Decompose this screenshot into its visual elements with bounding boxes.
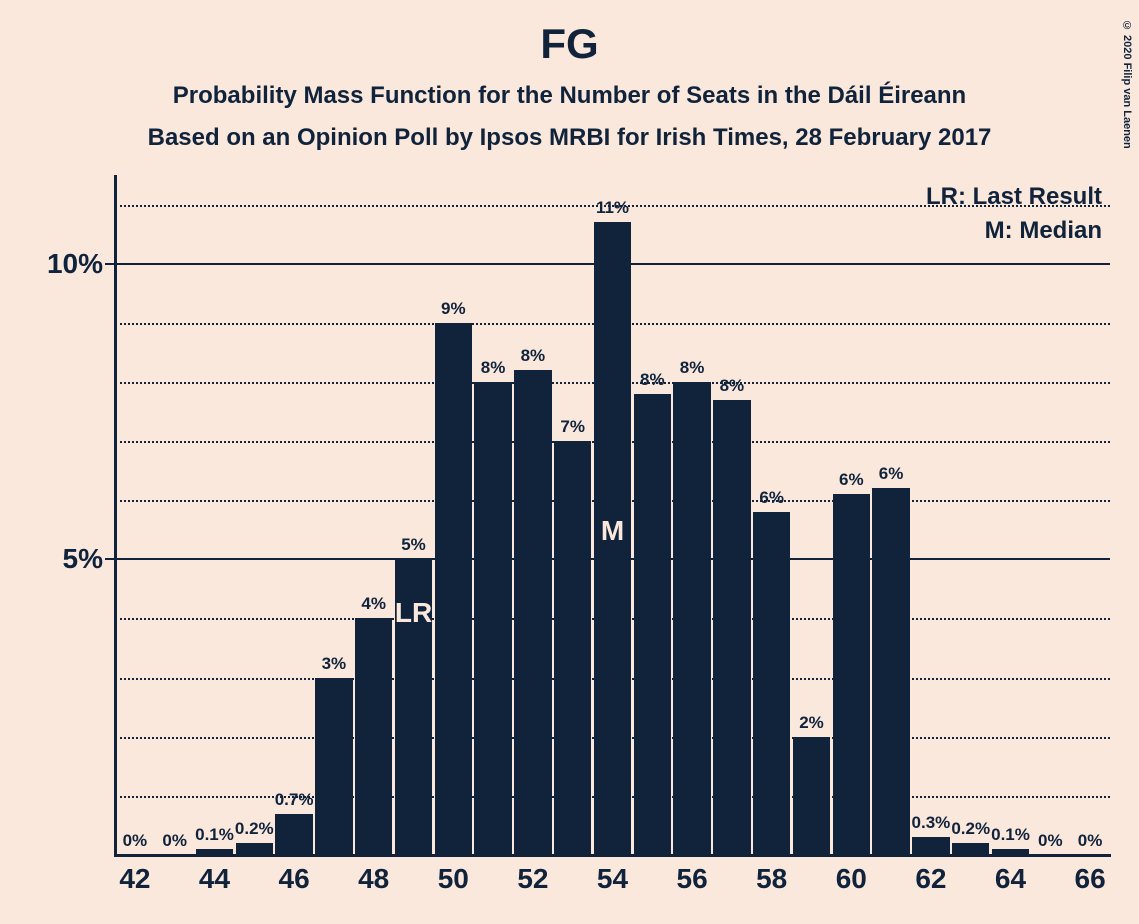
bar-value-label: 6% [759, 488, 784, 508]
bar-value-label: 0% [123, 831, 148, 851]
bar-value-label: 3% [322, 654, 347, 674]
x-axis-tick-label: 54 [597, 855, 628, 895]
bar-value-label: 0.3% [912, 813, 951, 833]
bar [753, 512, 790, 855]
bar-value-label: 2% [799, 713, 824, 733]
chart-plot-area: 5%10%0%0%0.1%0.2%0.7%3%4%5%9%8%8%7%11%8%… [115, 175, 1110, 855]
bar-value-label: 0% [1078, 831, 1103, 851]
x-axis-tick-label: 46 [279, 855, 310, 895]
bar [793, 737, 830, 855]
bar-value-label: 0.2% [951, 819, 990, 839]
x-axis-tick-label: 52 [517, 855, 548, 895]
x-axis-tick-label: 66 [1075, 855, 1106, 895]
y-axis-tick-label: 5% [63, 543, 115, 575]
chart-subtitle-1: Probability Mass Function for the Number… [0, 68, 1139, 110]
bar-value-label: 9% [441, 299, 466, 319]
bar-value-label: 8% [680, 358, 705, 378]
bar-value-label: 8% [720, 376, 745, 396]
copyright-text: © 2020 Filip van Laenen [1121, 20, 1133, 149]
bar [912, 837, 949, 855]
bar-value-label: 8% [521, 346, 546, 366]
bar-value-label: 8% [481, 358, 506, 378]
legend-m: M: Median [985, 217, 1102, 245]
y-axis [114, 175, 117, 855]
bar-value-label: 7% [560, 417, 585, 437]
x-axis-tick-label: 58 [756, 855, 787, 895]
bar-value-label: 11% [596, 198, 629, 218]
bar-value-label: 4% [361, 594, 386, 614]
x-axis-tick-label: 56 [677, 855, 708, 895]
x-axis-tick-label: 44 [199, 855, 230, 895]
bar [673, 382, 710, 855]
x-axis-tick-label: 64 [995, 855, 1026, 895]
x-axis-tick-label: 62 [915, 855, 946, 895]
bar [435, 323, 472, 855]
x-axis [114, 854, 1111, 857]
chart-title: FG [0, 0, 1139, 68]
bar-value-label: 0.1% [195, 825, 234, 845]
bar [634, 394, 671, 855]
bar [833, 494, 870, 855]
bar [514, 370, 551, 855]
bar [355, 618, 392, 855]
bar-value-label: 6% [879, 464, 904, 484]
bar [275, 814, 312, 855]
bar [554, 441, 591, 855]
bar [713, 400, 750, 855]
marker-lr: LR [395, 597, 432, 629]
bar [474, 382, 511, 855]
bar-value-label: 0.2% [235, 819, 274, 839]
legend-lr: LR: Last Result [926, 183, 1102, 211]
x-axis-tick-label: 48 [358, 855, 389, 895]
x-axis-tick-label: 50 [438, 855, 469, 895]
y-axis-tick-label: 10% [47, 248, 115, 280]
bar [315, 678, 352, 855]
x-axis-tick-label: 60 [836, 855, 867, 895]
bar-value-label: 0.7% [275, 790, 314, 810]
bar [872, 488, 909, 855]
bar-value-label: 0% [1038, 831, 1063, 851]
bar-value-label: 6% [839, 470, 864, 490]
chart-subtitle-2: Based on an Opinion Poll by Ipsos MRBI f… [0, 110, 1139, 152]
bar-value-label: 0% [162, 831, 187, 851]
bar-value-label: 0.1% [991, 825, 1030, 845]
x-axis-tick-label: 42 [119, 855, 150, 895]
marker-m: M [601, 515, 624, 547]
bar-value-label: 5% [401, 535, 426, 555]
bar-value-label: 8% [640, 370, 665, 390]
